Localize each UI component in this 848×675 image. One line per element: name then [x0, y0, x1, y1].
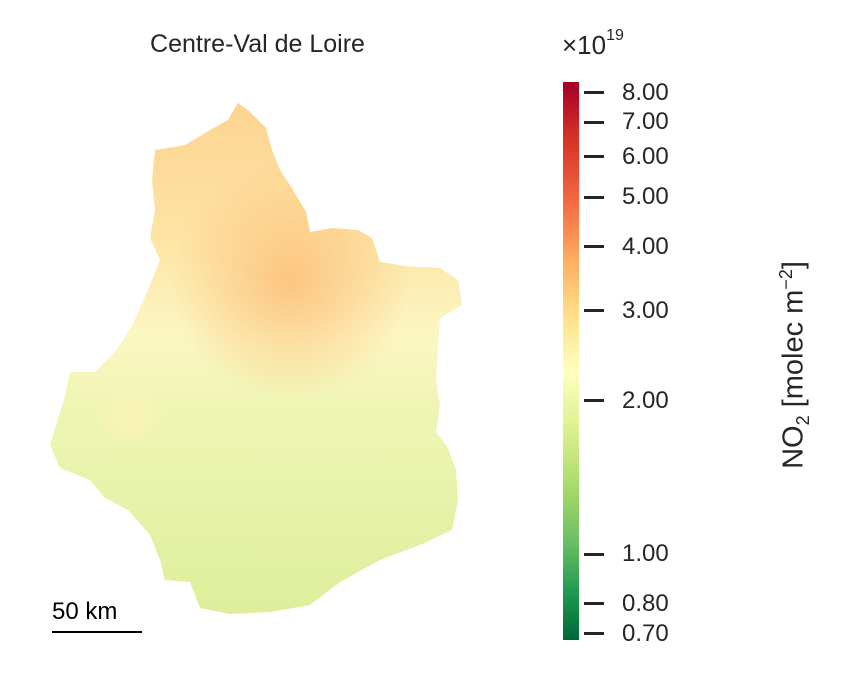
colorbar-label-close: ]: [777, 261, 810, 270]
colorbar-tick-label: 5.00: [622, 183, 669, 211]
colorbar-tick: [584, 155, 604, 159]
scale-bar-label: 50 km: [52, 598, 118, 625]
colorbar-tick-label: 7.00: [622, 108, 669, 136]
colorbar-label-exponent: −2: [775, 269, 796, 290]
colorbar-tick: [584, 552, 604, 556]
colorbar-tick: [584, 245, 604, 249]
colorbar-tick-label: 2.00: [622, 386, 669, 414]
colorbar-tick-label: 1.00: [622, 540, 669, 568]
colorbar-tick: [584, 91, 604, 95]
colorbar-label: NO2 [molec m−2]: [776, 261, 814, 469]
colorbar: [563, 82, 579, 640]
colorbar-label-main: NO: [777, 425, 810, 469]
colorbar-tick-label: 6.00: [622, 142, 669, 170]
colorbar-tick: [584, 602, 604, 606]
colorbar-tick-label: 0.70: [622, 619, 669, 647]
colorbar-tick: [584, 632, 604, 636]
colorbar-tick: [584, 120, 604, 124]
colorbar-multiplier-exponent: 19: [606, 27, 624, 45]
scale-bar: [52, 631, 142, 633]
colorbar-tick: [584, 309, 604, 313]
colorbar-tick-label: 4.00: [622, 232, 669, 260]
colorbar-tick: [584, 399, 604, 403]
colorbar-tick-label: 0.80: [622, 589, 669, 617]
colorbar-tick-label: 8.00: [622, 78, 669, 106]
colorbar-tick: [584, 195, 604, 199]
colorbar-label-units: [molec m: [777, 289, 810, 416]
colorbar-label-subscript: 2: [793, 415, 814, 426]
map-title: Centre-Val de Loire: [150, 30, 365, 58]
colorbar-multiplier: ×1019: [562, 27, 624, 61]
colorbar-multiplier-base: ×10: [562, 30, 607, 60]
colorbar-tick-label: 3.00: [622, 296, 669, 324]
